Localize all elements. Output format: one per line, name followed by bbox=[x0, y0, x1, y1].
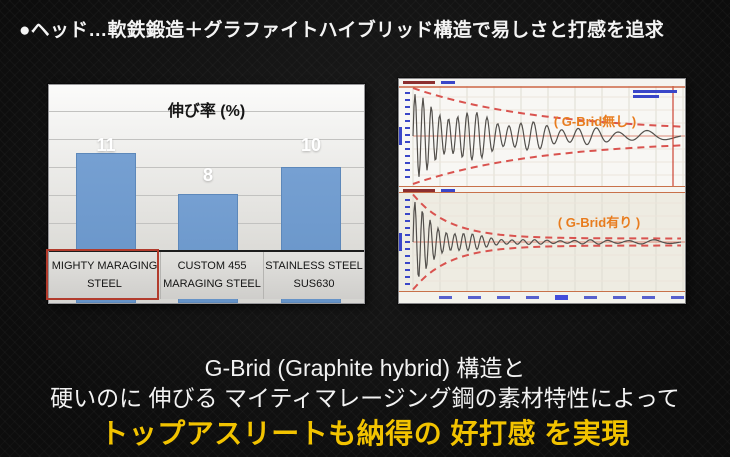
header-text-mark bbox=[403, 189, 435, 192]
wave-x-axis-ticks bbox=[399, 291, 685, 303]
category-label-mighty-maraging: MIGHTY MARAGING STEEL bbox=[49, 252, 160, 299]
x-tick-mark bbox=[497, 296, 510, 299]
vibration-chart-without-gbrid bbox=[399, 86, 685, 186]
caption-line-1: G-Brid (Graphite hybrid) 構造と bbox=[204, 355, 526, 381]
x-tick-mark bbox=[671, 296, 684, 299]
headline: ●ヘッド…軟鉄鍛造＋グラファイトハイブリッド構造で易しさと打感を追求 bbox=[19, 20, 664, 41]
wave-chart-header bbox=[399, 79, 685, 86]
bar-chart-title: 伸び率 (%) bbox=[167, 103, 246, 120]
header-text-mark bbox=[441, 81, 455, 84]
wave-label-with-gbrid: ( G-Brid有り ) bbox=[557, 215, 641, 230]
x-axis-line bbox=[49, 250, 364, 252]
category-line: STAINLESS STEEL bbox=[265, 260, 363, 273]
x-tick-mark bbox=[584, 296, 597, 299]
category-label-strip: MIGHTY MARAGING STEEL CUSTOM 455 MARAGIN… bbox=[49, 252, 364, 299]
highlight-box-mighty-maraging bbox=[46, 249, 159, 300]
bar-value-label: 10 bbox=[300, 135, 322, 155]
x-tick-mark bbox=[613, 296, 626, 299]
bar-value-label: 11 bbox=[96, 135, 116, 155]
x-tick-mark bbox=[439, 296, 452, 299]
caption-highlight: トップアスリートも納得の 好打感 を実現 bbox=[100, 418, 630, 449]
category-line: SUS630 bbox=[293, 277, 335, 290]
wave-label-without-gbrid: ( G-Brid無し ) bbox=[553, 114, 637, 129]
x-tick-mark bbox=[526, 296, 539, 299]
category-label-sus630: STAINLESS STEEL SUS630 bbox=[263, 252, 364, 299]
vibration-chart-with-gbrid bbox=[399, 193, 685, 291]
x-tick-mark bbox=[642, 296, 655, 299]
elongation-bar-chart-panel: 伸び率 (%) 11 8 10 MIGHTY MARAGING STEEL CU… bbox=[46, 84, 365, 304]
x-tick-mark bbox=[555, 295, 568, 300]
wave-chart-header bbox=[399, 186, 685, 193]
bar-value-label: 8 bbox=[202, 165, 213, 185]
x-tick-mark bbox=[468, 296, 481, 299]
category-line: CUSTOM 455 bbox=[177, 260, 247, 273]
caption-line-2: 硬いのに 伸びる マイティマレージング鋼の素材特性によって bbox=[50, 385, 680, 411]
category-line: MARAGING STEEL bbox=[163, 277, 261, 290]
category-label-custom455: CUSTOM 455 MARAGING STEEL bbox=[160, 252, 263, 299]
vibration-charts-panel: ( G-Brid無し ) ( G-Brid有り ) bbox=[398, 78, 686, 304]
header-text-mark bbox=[403, 81, 435, 84]
category-line: MIGHTY MARAGING bbox=[51, 260, 158, 273]
category-line: STEEL bbox=[87, 277, 122, 290]
header-text-mark bbox=[441, 189, 455, 192]
